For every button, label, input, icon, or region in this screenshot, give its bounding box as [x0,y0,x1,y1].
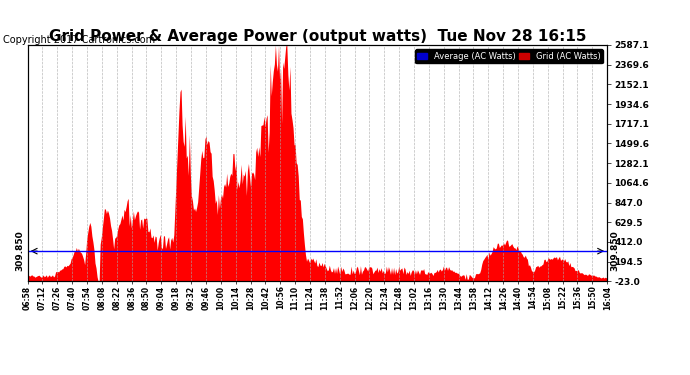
Text: Copyright 2017 Cartronics.com: Copyright 2017 Cartronics.com [3,35,155,45]
Legend: Average (AC Watts), Grid (AC Watts): Average (AC Watts), Grid (AC Watts) [415,49,603,63]
Text: 309.850: 309.850 [16,231,25,272]
Title: Grid Power & Average Power (output watts)  Tue Nov 28 16:15: Grid Power & Average Power (output watts… [49,29,586,44]
Text: 309.850: 309.850 [610,231,619,272]
